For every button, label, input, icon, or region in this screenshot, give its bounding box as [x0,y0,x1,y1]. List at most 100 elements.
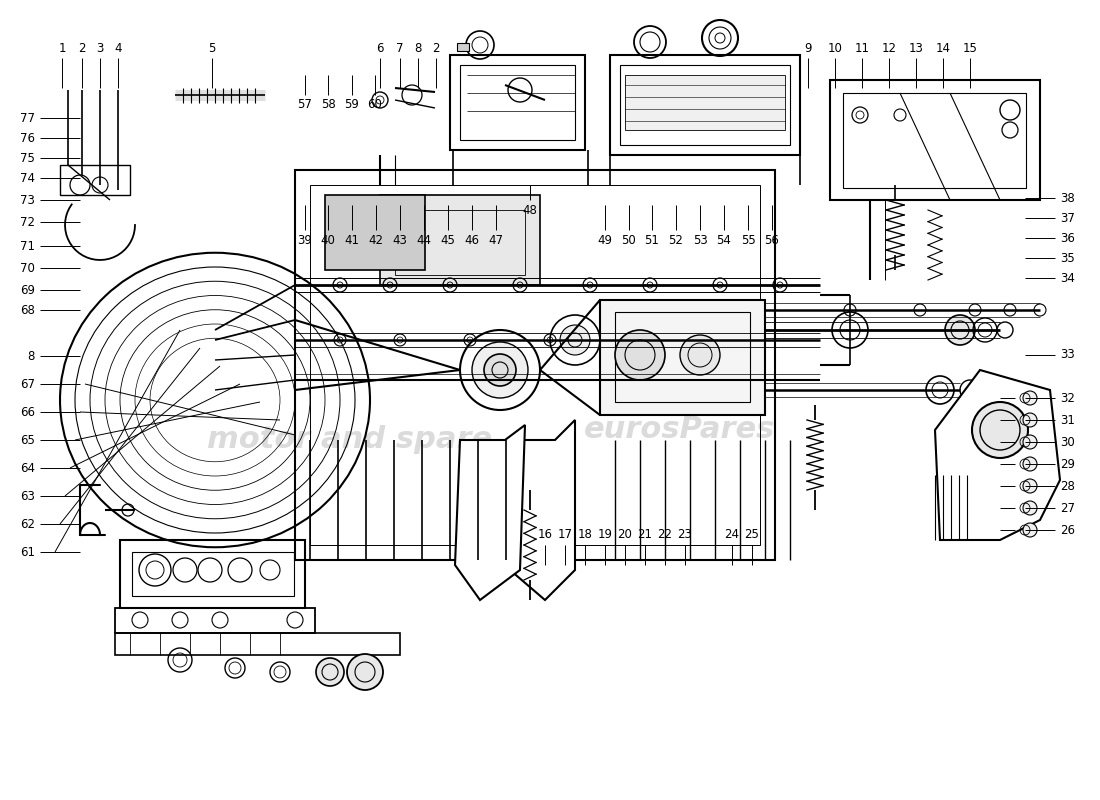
Text: 47: 47 [488,234,504,246]
Text: 23: 23 [678,529,692,542]
Bar [615,312,750,402]
Text: 50: 50 [621,234,637,246]
Text: 31: 31 [1060,414,1075,426]
Circle shape [1023,435,1037,449]
Text: 46: 46 [464,234,480,246]
Text: 70: 70 [20,262,35,274]
Text: 34: 34 [1060,271,1075,285]
Circle shape [615,330,666,380]
Text: 14: 14 [935,42,950,54]
Text: 60: 60 [367,98,383,111]
Text: 45: 45 [441,234,455,246]
Text: 2: 2 [432,42,440,54]
Bar [60,165,130,195]
Text: 48: 48 [522,203,538,217]
Text: 67: 67 [20,378,35,390]
Circle shape [472,342,528,398]
Text: 64: 64 [20,462,35,474]
Text: 62: 62 [20,518,35,530]
Text: 2: 2 [78,42,86,54]
Bar [843,93,1026,188]
Text: 8: 8 [415,42,421,54]
Circle shape [316,658,344,686]
Text: 16: 16 [538,529,552,542]
Text: 22: 22 [658,529,672,542]
Circle shape [560,325,590,355]
Text: 57: 57 [298,98,312,111]
Bar [600,300,764,415]
Text: 39: 39 [298,234,312,246]
Text: 11: 11 [855,42,869,54]
Circle shape [1023,457,1037,471]
Circle shape [346,654,383,690]
Text: 30: 30 [1060,435,1075,449]
Text: 44: 44 [417,234,431,246]
Text: 26: 26 [1060,523,1075,537]
Text: 61: 61 [20,546,35,558]
Text: 68: 68 [20,303,35,317]
Text: 17: 17 [558,529,572,542]
Bar [460,65,575,140]
Text: 65: 65 [20,434,35,446]
Text: 29: 29 [1060,458,1075,470]
Circle shape [1023,523,1037,537]
Circle shape [484,354,516,386]
Bar [324,195,425,270]
Text: eurosPares: eurosPares [584,415,776,445]
Text: 75: 75 [20,151,35,165]
Text: 10: 10 [827,42,843,54]
Bar [120,540,305,608]
Text: 49: 49 [597,234,613,246]
Text: 5: 5 [208,42,216,54]
Polygon shape [455,425,525,600]
Text: 7: 7 [396,42,404,54]
Circle shape [1023,413,1037,427]
Text: 74: 74 [20,171,35,185]
Text: 27: 27 [1060,502,1075,514]
Bar [456,43,469,51]
Bar [450,55,585,150]
Text: 3: 3 [97,42,103,54]
Text: 66: 66 [20,406,35,418]
Text: 19: 19 [597,529,613,542]
Text: 40: 40 [320,234,336,246]
Text: 25: 25 [745,529,759,542]
Text: 76: 76 [20,131,35,145]
Text: 54: 54 [716,234,732,246]
Circle shape [680,335,720,375]
Polygon shape [935,370,1060,540]
Text: 24: 24 [725,529,739,542]
Text: 42: 42 [368,234,384,246]
Text: 1: 1 [58,42,66,54]
Text: 43: 43 [393,234,407,246]
Text: 32: 32 [1060,391,1075,405]
Bar [830,80,1040,200]
Text: 18: 18 [578,529,593,542]
Text: 71: 71 [20,239,35,253]
Text: 51: 51 [645,234,659,246]
Bar [132,552,294,596]
Bar [610,55,800,155]
Text: 63: 63 [20,490,35,502]
Text: 4: 4 [114,42,122,54]
Text: 53: 53 [693,234,707,246]
Text: 73: 73 [20,194,35,206]
Circle shape [1023,391,1037,405]
Circle shape [1023,501,1037,515]
Text: 58: 58 [320,98,336,111]
Bar [379,195,540,285]
Text: 6: 6 [376,42,384,54]
Polygon shape [510,420,575,600]
Circle shape [972,402,1028,458]
Text: 21: 21 [638,529,652,542]
Text: 77: 77 [20,111,35,125]
Text: 8: 8 [28,350,35,362]
Circle shape [945,315,975,345]
Text: 38: 38 [1060,191,1075,205]
Text: 69: 69 [20,283,35,297]
Text: 72: 72 [20,215,35,229]
Text: 15: 15 [962,42,978,54]
Bar [116,608,315,633]
Text: 59: 59 [344,98,360,111]
Bar [116,633,400,655]
